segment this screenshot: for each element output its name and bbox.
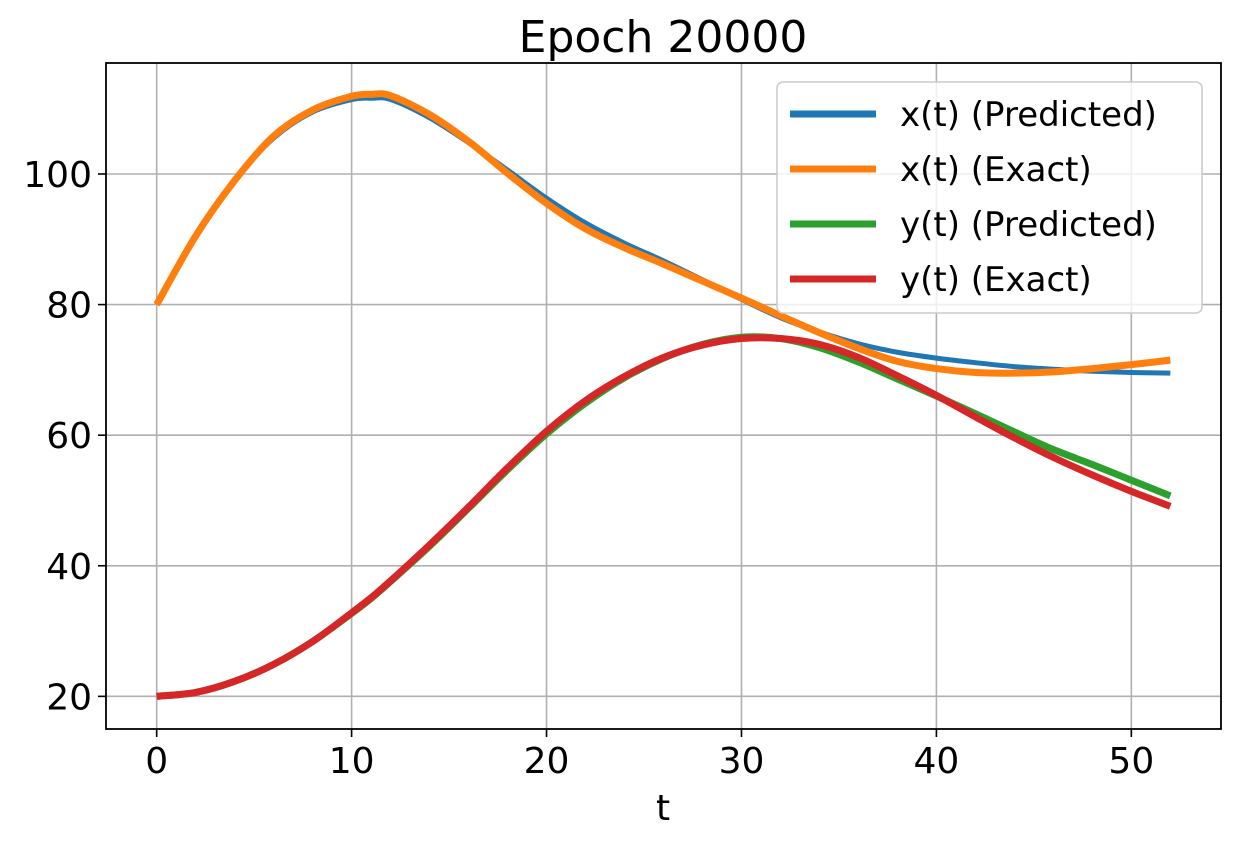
x-tick-label: 40 [913,741,959,782]
legend-label: y(t) (Predicted) [900,205,1157,245]
legend-label: x(t) (Exact) [900,150,1092,190]
series-line-4 [156,334,1172,700]
x-tick-label: 20 [524,741,570,782]
legend: x(t) (Predicted) x(t) (Exact) y(t) (Predic… [776,81,1203,314]
x-tick-label: 50 [1108,741,1154,782]
legend-label: x(t) (Predicted) [900,95,1157,135]
x-tick-label: 10 [329,741,375,782]
x-tick-label: 0 [145,741,168,782]
plot-frame [105,62,1222,730]
y-tick-label: 20 [46,677,92,718]
axis-ticks: 0 10 20 30 40 50 20 40 60 80 100 [23,155,1154,782]
y-tick-label: 100 [23,155,92,196]
legend-frame [776,81,1203,314]
series-lines [153,90,1172,700]
x-tick-label: 30 [719,741,765,782]
chart-title: Epoch 20000 [519,12,808,63]
legend-label: y(t) (Exact) [900,260,1092,300]
x-axis-label: t [656,788,670,829]
y-tick-label: 40 [46,547,92,588]
y-tick-label: 80 [46,286,92,327]
series-line-2 [153,90,1171,377]
y-tick-label: 60 [46,416,92,457]
